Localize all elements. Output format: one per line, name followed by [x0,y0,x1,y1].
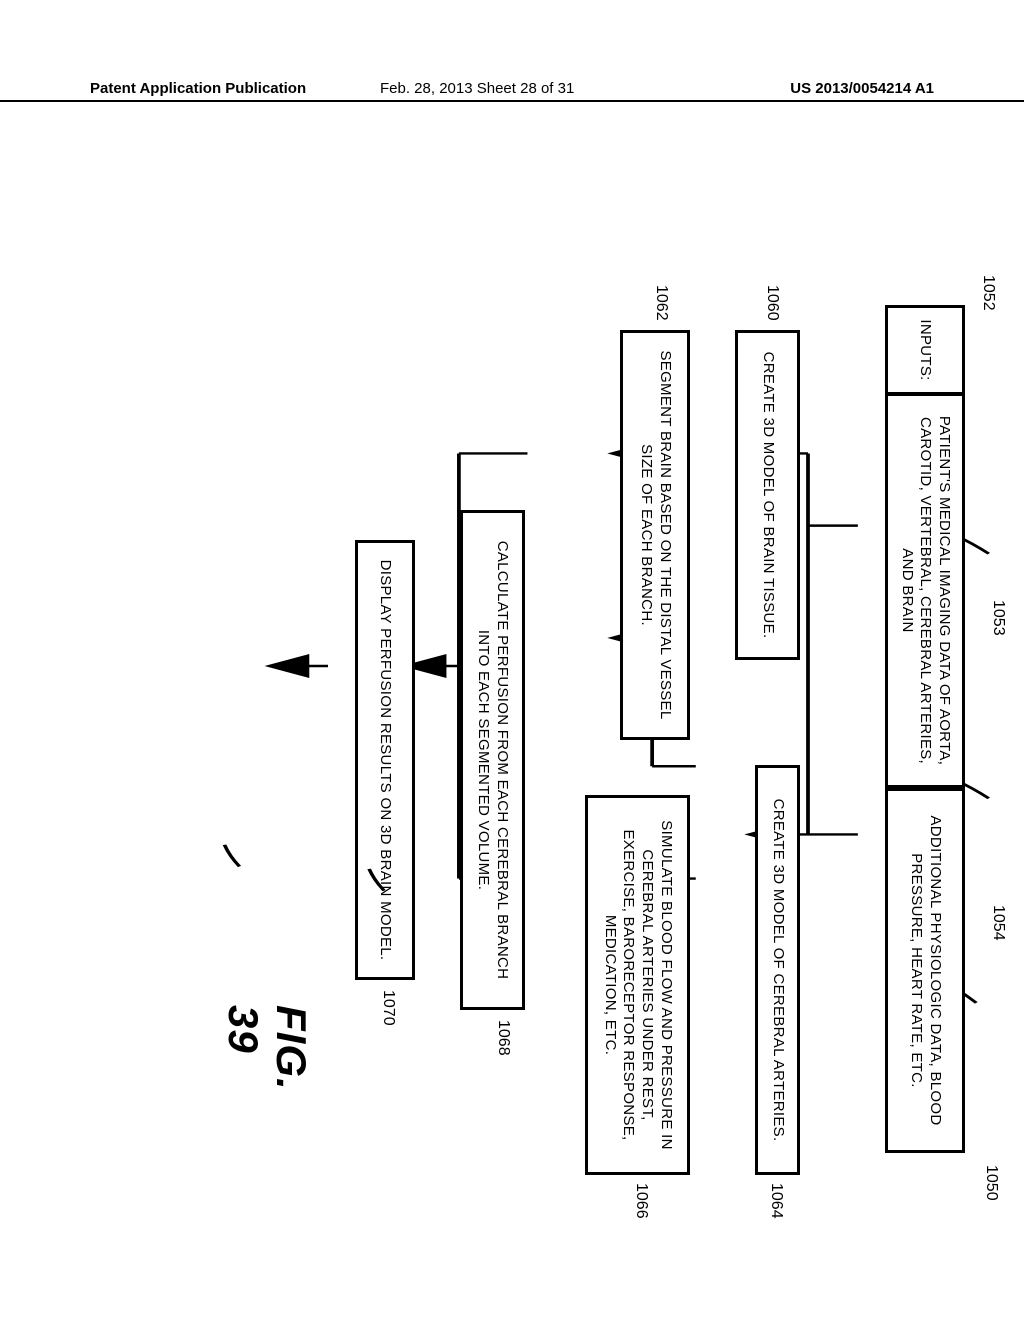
label-1066: 1066 [632,1183,650,1219]
box-1064: CREATE 3D MODEL OF CEREBRAL ARTERIES. [755,765,800,1175]
box-1053: PATIENT'S MEDICAL IMAGING DATA OF AORTA,… [885,393,965,788]
label-1054: 1054 [989,905,1007,941]
box-1052-text: INPUTS: [916,319,935,380]
box-1060-text: CREATE 3D MODEL OF BRAIN TISSUE. [758,352,777,639]
label-1050: 1050 [982,1165,1000,1201]
box-1066: SIMULATE BLOOD FLOW AND PRESSURE IN CERE… [585,795,690,1175]
box-1064-text: CREATE 3D MODEL OF CEREBRAL ARTERIES. [768,799,787,1142]
label-1052: 1052 [979,275,997,311]
box-inputs-1052: INPUTS: [885,305,965,395]
box-1068-text: CALCULATE PERFUSION FROM EACH CEREBRAL B… [474,521,512,999]
header-left: Patent Application Publication [90,80,306,97]
box-1054: ADDITIONAL PHYSIOLOGIC DATA, BLOOD PRESS… [885,788,965,1153]
box-1062-text: SEGMENT BRAIN BASED ON THE DISTAL VESSEL… [636,341,674,729]
label-1053: 1053 [989,600,1007,636]
box-1070-text: DISPLAY PERFUSION RESULTS ON 3D BRAIN MO… [376,560,395,961]
box-1053-text: PATIENT'S MEDICAL IMAGING DATA OF AORTA,… [897,404,953,777]
box-1062: SEGMENT BRAIN BASED ON THE DISTAL VESSEL… [620,330,690,740]
box-1054-text: ADDITIONAL PHYSIOLOGIC DATA, BLOOD PRESS… [906,799,944,1142]
label-1062: 1062 [652,285,670,321]
page: Patent Application Publication Feb. 28, … [0,0,1024,1320]
label-1070: 1070 [379,990,397,1026]
box-1068: CALCULATE PERFUSION FROM EACH CEREBRAL B… [460,510,525,1010]
header-center: Feb. 28, 2013 Sheet 28 of 31 [380,80,574,97]
flowchart: INPUTS: PATIENT'S MEDICAL IMAGING DATA O… [35,285,995,1055]
box-1070: DISPLAY PERFUSION RESULTS ON 3D BRAIN MO… [355,540,415,980]
page-header: Patent Application Publication Feb. 28, … [0,80,1024,102]
box-1066-text: SIMULATE BLOOD FLOW AND PRESSURE IN CERE… [600,806,675,1164]
label-1068: 1068 [494,1020,512,1056]
label-1060: 1060 [763,285,781,321]
label-1064: 1064 [767,1183,785,1219]
box-1060: CREATE 3D MODEL OF BRAIN TISSUE. [735,330,800,660]
header-right: US 2013/0054214 A1 [790,80,934,97]
figure-label: FIG. 39 [219,1005,315,1091]
